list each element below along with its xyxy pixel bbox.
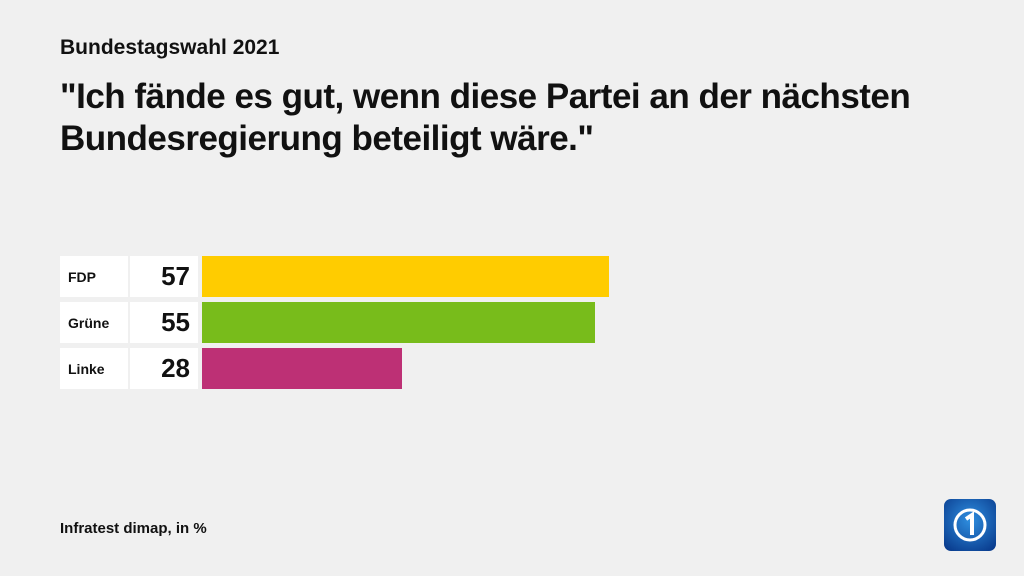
category-label: Linke: [60, 348, 128, 389]
category-label: Grüne: [60, 302, 128, 343]
logo: [944, 499, 996, 551]
value-label: 55: [130, 302, 198, 343]
bar: [202, 302, 595, 343]
bar: [202, 348, 402, 389]
subtitle: Bundestagswahl 2021: [60, 36, 280, 59]
bar: [202, 256, 609, 297]
value-label: 57: [130, 256, 198, 297]
value-label: 28: [130, 348, 198, 389]
chart-title: "Ich fände es gut, wenn diese Partei an …: [60, 77, 911, 158]
source: Infratest dimap, in %: [60, 520, 207, 537]
category-label: FDP: [60, 256, 128, 297]
